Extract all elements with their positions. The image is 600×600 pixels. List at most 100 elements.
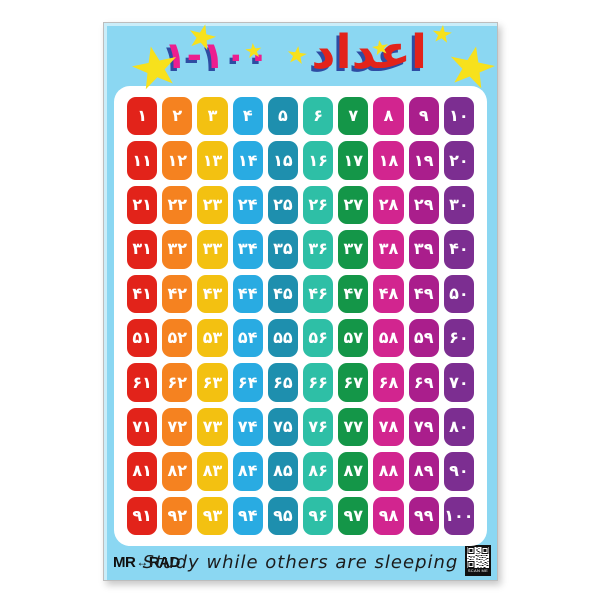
number-tile: ۲۵ <box>267 185 298 225</box>
number-tile: ۵۴ <box>232 319 263 358</box>
number-tile: ۴۴ <box>232 274 263 313</box>
number-tile: ۱۵ <box>267 141 298 180</box>
number-tile: ۷۳ <box>197 407 228 447</box>
number-tile: ۴۰ <box>443 230 474 269</box>
number-tile: ۳۲ <box>162 230 193 269</box>
number-tile: ۸۶ <box>303 452 334 491</box>
number-tile: ۸۴ <box>232 452 263 491</box>
number-tile: ۹۶ <box>303 496 334 535</box>
qr-caption: SCAN ME <box>467 568 489 574</box>
number-tile: ۷۸ <box>373 407 404 447</box>
number-tile: ۴۷ <box>338 274 369 313</box>
number-tile: ۱۴ <box>232 141 263 180</box>
number-tile: ۸۳ <box>197 452 228 491</box>
title-word: اعداد <box>311 25 427 80</box>
number-tile: ۱۷ <box>338 141 369 180</box>
number-tile: ۷۹ <box>408 407 439 447</box>
number-tile: ۳۷ <box>338 230 369 269</box>
number-tile: ۳۳ <box>197 230 228 269</box>
number-tile: ۳۰ <box>443 185 474 225</box>
number-tile: ۶۹ <box>408 363 439 402</box>
number-tile: ۱۸ <box>373 141 404 180</box>
number-tile: ۹۰ <box>443 452 474 491</box>
number-tile: ۵۳ <box>197 319 228 358</box>
star-icon <box>286 45 308 67</box>
number-tile: ۷۵ <box>267 407 298 447</box>
qr-pattern-icon <box>467 547 489 568</box>
number-tile: ۷۲ <box>162 407 193 447</box>
number-tile: ۲۱ <box>127 185 158 225</box>
left-right-arrow-icon: ↔ <box>136 555 148 569</box>
number-tile: ۳۴ <box>232 230 263 269</box>
number-tile: ۴۶ <box>303 274 334 313</box>
number-tile: ۱۳ <box>197 141 228 180</box>
number-tile: ۸ <box>373 97 404 136</box>
number-tile: ۹۴ <box>232 496 263 535</box>
number-tile: ۶ <box>303 97 334 136</box>
brand-logo: MR↔RAD <box>113 554 180 571</box>
star-icon <box>431 24 453 45</box>
number-tile: ۷۰ <box>443 363 474 402</box>
number-tile: ۸۹ <box>408 452 439 491</box>
number-tile: ۹۷ <box>338 496 369 535</box>
poster-footer: MR↔RAD Study while others are sleeping <box>104 545 497 580</box>
number-tile: ۲۳ <box>197 185 228 225</box>
number-tile: ۶۰ <box>443 319 474 358</box>
number-tile: ۶۱ <box>127 363 158 402</box>
number-tile: ۷۱ <box>127 407 158 447</box>
number-tile: ۵۱ <box>127 319 158 358</box>
number-tile: ۵۹ <box>408 319 439 358</box>
number-tile: ۸۲ <box>162 452 193 491</box>
number-tile: ۴۹ <box>408 274 439 313</box>
number-tile: ۲۰ <box>443 141 474 180</box>
number-tile: ۵ <box>267 97 298 136</box>
number-tile: ۶۸ <box>373 363 404 402</box>
number-tile: ۲۲ <box>162 185 193 225</box>
number-tile: ۵۲ <box>162 319 193 358</box>
number-tile: ۲ <box>162 97 193 136</box>
number-tile: ۸۰ <box>443 407 474 447</box>
number-tile: ۳۱ <box>127 230 158 269</box>
number-tile: ۴۲ <box>162 274 193 313</box>
number-tile: ۳۶ <box>303 230 334 269</box>
number-tile: ۷۴ <box>232 407 263 447</box>
number-tile: ۱۰۰ <box>443 496 474 535</box>
numbers-grid: ۱ ۲ ۳ ۴ ۵ ۶ ۷ ۸ ۹ ۱۰ ۱۱ ۱۲ ۱۳ ۱۴ ۱۵ ۱۶ ۱۷ ۱۸ ۱۹ ۲۰ ۲۱ ۲۲ ۲۳ ۲۴ ۲… <box>114 86 487 546</box>
number-tile: ۸۷ <box>338 452 369 491</box>
number-tile: ۹۲ <box>162 496 193 535</box>
number-tile: ۹۳ <box>197 496 228 535</box>
brand-left: MR <box>113 554 136 571</box>
number-tile: ۱ <box>127 97 158 136</box>
number-tile: ۵۰ <box>443 274 474 313</box>
number-tile: ۹۹ <box>408 496 439 535</box>
brand-right: RAD <box>148 554 181 571</box>
number-tile: ۴ <box>232 97 263 136</box>
number-tile: ۶۳ <box>197 363 228 402</box>
number-tile: ۳۵ <box>267 230 298 269</box>
number-tile: ۸۱ <box>127 452 158 491</box>
number-tile: ۲۸ <box>373 185 404 225</box>
number-tile: ۵۶ <box>303 319 334 358</box>
number-tile: ۶۴ <box>232 363 263 402</box>
number-tile: ۶۶ <box>303 363 334 402</box>
number-tile: ۹۵ <box>267 496 298 535</box>
number-tile: ۵۷ <box>338 319 369 358</box>
number-tile: ۹۸ <box>373 496 404 535</box>
number-tile: ۷۶ <box>303 407 334 447</box>
number-tile: ۱۶ <box>303 141 334 180</box>
number-tile: ۲۴ <box>232 185 263 225</box>
number-tile: ۲۷ <box>338 185 369 225</box>
number-tile: ۷ <box>338 97 369 136</box>
number-tile: ۸۵ <box>267 452 298 491</box>
number-tile: ۶۷ <box>338 363 369 402</box>
number-tile: ۴۵ <box>267 274 298 313</box>
number-tile: ۱۱ <box>127 141 158 180</box>
qr-code: SCAN ME <box>465 545 491 576</box>
number-tile: ۹ <box>408 97 439 136</box>
number-tile: ۴۳ <box>197 274 228 313</box>
number-tile: ۱۲ <box>162 141 193 180</box>
number-tile: ۹۱ <box>127 496 158 535</box>
number-tile: ۶۵ <box>267 363 298 402</box>
number-tile: ۱۰ <box>443 97 474 136</box>
